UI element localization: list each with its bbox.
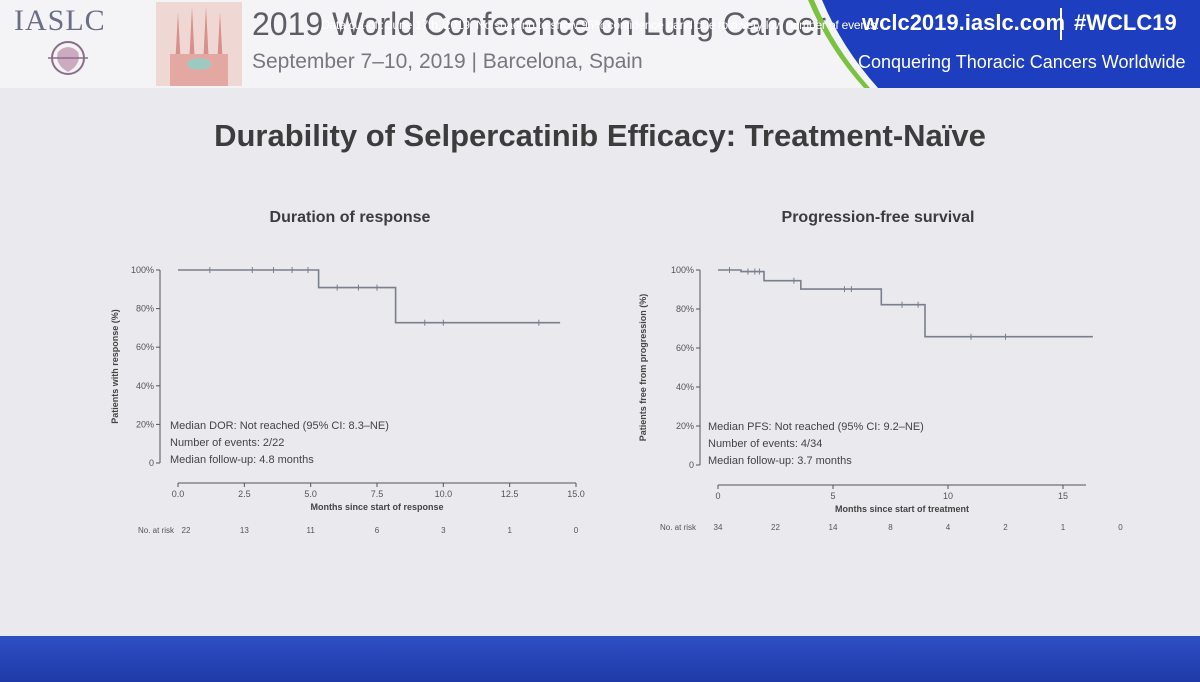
- slide-title: Durability of Selpercatinib Efficacy: Tr…: [214, 118, 986, 153]
- chart2-x-tick-label: 0: [715, 491, 720, 501]
- conference-title: 2019 World Conference on Lung Cancer: [252, 6, 826, 42]
- chart2-at-risk-value: 34: [714, 523, 723, 532]
- chart2-annotation: Median follow-up: 3.7 months: [708, 455, 852, 467]
- header-separator: [1060, 8, 1062, 40]
- chart1-y-tick-label: 100%: [131, 265, 154, 275]
- chart1-y-tick-label: 40%: [136, 381, 154, 391]
- chart2-at-risk-value: 0: [1118, 523, 1123, 532]
- chart1-y-tick-label: 80%: [136, 304, 154, 314]
- chart1-at-risk-value: 3: [441, 526, 446, 535]
- chart2-y-tick-label: 60%: [676, 343, 694, 353]
- chart2-at-risk-label: No. at risk: [660, 523, 697, 532]
- chart1-at-risk-value: 0: [574, 526, 579, 535]
- chart2-y-tick-label: 80%: [676, 304, 694, 314]
- chart2-at-risk-value: 8: [888, 523, 893, 532]
- chart1-x-tick-label: 2.5: [238, 489, 251, 499]
- chart1-at-risk-label: No. at risk: [138, 526, 175, 535]
- footer-band: [0, 636, 1200, 682]
- lungs-globe-icon: [48, 41, 88, 75]
- chart1-at-risk-value: 22: [182, 526, 191, 535]
- chart1-annotation: Number of events: 2/22: [170, 437, 284, 449]
- chart1-at-risk-value: 13: [240, 526, 249, 535]
- chart1-y-tick-label: 60%: [136, 342, 154, 352]
- chart1-x-tick-label: 10.0: [435, 489, 453, 499]
- chart1-km-step-line: [178, 269, 561, 324]
- chart1-x-tick-label: 5.0: [304, 489, 317, 499]
- conference-url-link[interactable]: wclc2019.iaslc.com: [862, 10, 1066, 35]
- chart2-y-tick-label: 40%: [676, 382, 694, 392]
- chart1-annotation: Median DOR: Not reached (95% CI: 8.3–NE): [170, 420, 389, 432]
- chart2-y-tick-label: 100%: [671, 265, 694, 275]
- chart1-x-tick-label: 0.0: [172, 489, 185, 499]
- chart2-annotation: Number of events: 4/34: [708, 438, 822, 450]
- chart1-y-tick-label: 0: [149, 458, 154, 468]
- chart2-km-step-line: [718, 269, 1093, 338]
- chart2-at-risk-value: 2: [1003, 523, 1008, 532]
- chart1-at-risk-value: 11: [307, 526, 316, 535]
- km-charts: Duration of response 0 20% 40% 60% 80% 100% Pat…: [110, 209, 1123, 535]
- chart2-x-axis-label: Months since start of treatment: [835, 504, 969, 514]
- chart2-at-risk-value: 14: [829, 523, 838, 532]
- chart1-y-tick-label: 20%: [136, 419, 154, 429]
- chart2-y-tick-label: 20%: [676, 421, 694, 431]
- conference-date: September 7–10, 2019 | Barcelona, Spain: [252, 50, 643, 73]
- chart1-x-tick-label: 7.5: [371, 489, 384, 499]
- conference-slogan: Conquering Thoracic Cancers Worldwide: [858, 52, 1186, 72]
- chart2-y-axis-label: Patients free from progression (%): [638, 294, 648, 442]
- chart2-x-tick-label: 5: [830, 491, 835, 501]
- footer-note: Data cut-off: June 17th, 2019. No shadin…: [321, 18, 879, 32]
- chart1-y-axis-label: Patients with response (%): [110, 309, 120, 424]
- chart1-at-risk-value: 1: [507, 526, 512, 535]
- chart2-y-tick-label: 0: [689, 460, 694, 470]
- iaslc-logo-text: IASLC: [14, 4, 106, 37]
- conference-hashtag: #WCLC19: [1074, 10, 1177, 35]
- chart2-annotation: Median PFS: Not reached (95% CI: 9.2–NE): [708, 421, 924, 433]
- chart2-at-risk-value: 1: [1061, 523, 1066, 532]
- chart1-x-tick-label: 12.5: [501, 489, 519, 499]
- chart1-x-axis-label: Months since start of response: [310, 502, 443, 512]
- chart1-at-risk-value: 6: [375, 526, 380, 535]
- sagrada-familia-icon: [156, 2, 242, 86]
- chart2-title: Progression-free survival: [782, 209, 975, 226]
- chart1-annotation: Median follow-up: 4.8 months: [170, 454, 314, 466]
- chart2-at-risk-value: 4: [946, 523, 951, 532]
- chart1-title: Duration of response: [270, 209, 431, 226]
- chart2-at-risk-value: 22: [771, 523, 780, 532]
- chart1-x-tick-label: 15.0: [567, 489, 585, 499]
- chart2-x-tick-label: 10: [943, 491, 953, 501]
- chart2-x-tick-label: 15: [1058, 491, 1068, 501]
- header-blue-band: [808, 0, 1200, 88]
